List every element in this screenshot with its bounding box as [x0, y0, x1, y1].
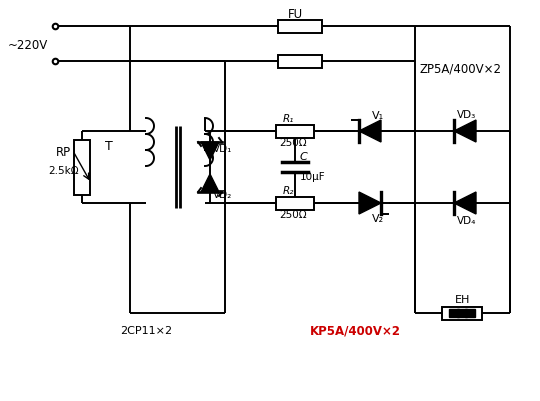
- Text: EH: EH: [455, 295, 470, 305]
- Text: 10μF: 10μF: [300, 172, 326, 182]
- Bar: [449, 309, 459, 317]
- Text: FU: FU: [287, 8, 302, 22]
- Text: VD₂: VD₂: [213, 190, 232, 200]
- Text: T: T: [105, 140, 113, 152]
- Bar: [276, 124, 314, 138]
- Text: ~220V: ~220V: [8, 39, 48, 52]
- Text: 250Ω: 250Ω: [279, 210, 307, 220]
- Text: 250Ω: 250Ω: [279, 138, 307, 148]
- Text: 2.5kΩ: 2.5kΩ: [48, 166, 79, 176]
- Bar: [74, 140, 90, 194]
- Text: 2CP11×2: 2CP11×2: [120, 326, 172, 336]
- Text: VD₁: VD₁: [213, 144, 232, 154]
- Bar: [457, 309, 467, 317]
- Polygon shape: [359, 120, 381, 142]
- Text: VD₃: VD₃: [457, 110, 476, 120]
- Text: ZP5A/400V×2: ZP5A/400V×2: [420, 62, 502, 75]
- Polygon shape: [201, 174, 219, 192]
- Bar: [276, 196, 314, 209]
- Polygon shape: [454, 192, 476, 214]
- Bar: [442, 306, 482, 320]
- Polygon shape: [359, 192, 381, 214]
- Bar: [278, 20, 322, 32]
- Text: RP: RP: [56, 146, 71, 160]
- Text: KP5A/400V×2: KP5A/400V×2: [310, 324, 401, 338]
- Bar: [278, 55, 322, 67]
- Polygon shape: [454, 120, 476, 142]
- Polygon shape: [201, 142, 219, 160]
- Text: C: C: [300, 152, 308, 162]
- Text: V₁: V₁: [372, 111, 384, 121]
- Text: R₂: R₂: [283, 186, 294, 196]
- Text: V₂: V₂: [372, 214, 384, 224]
- Text: R₁: R₁: [283, 114, 294, 124]
- Text: VD₄: VD₄: [457, 216, 476, 226]
- Bar: [465, 309, 475, 317]
